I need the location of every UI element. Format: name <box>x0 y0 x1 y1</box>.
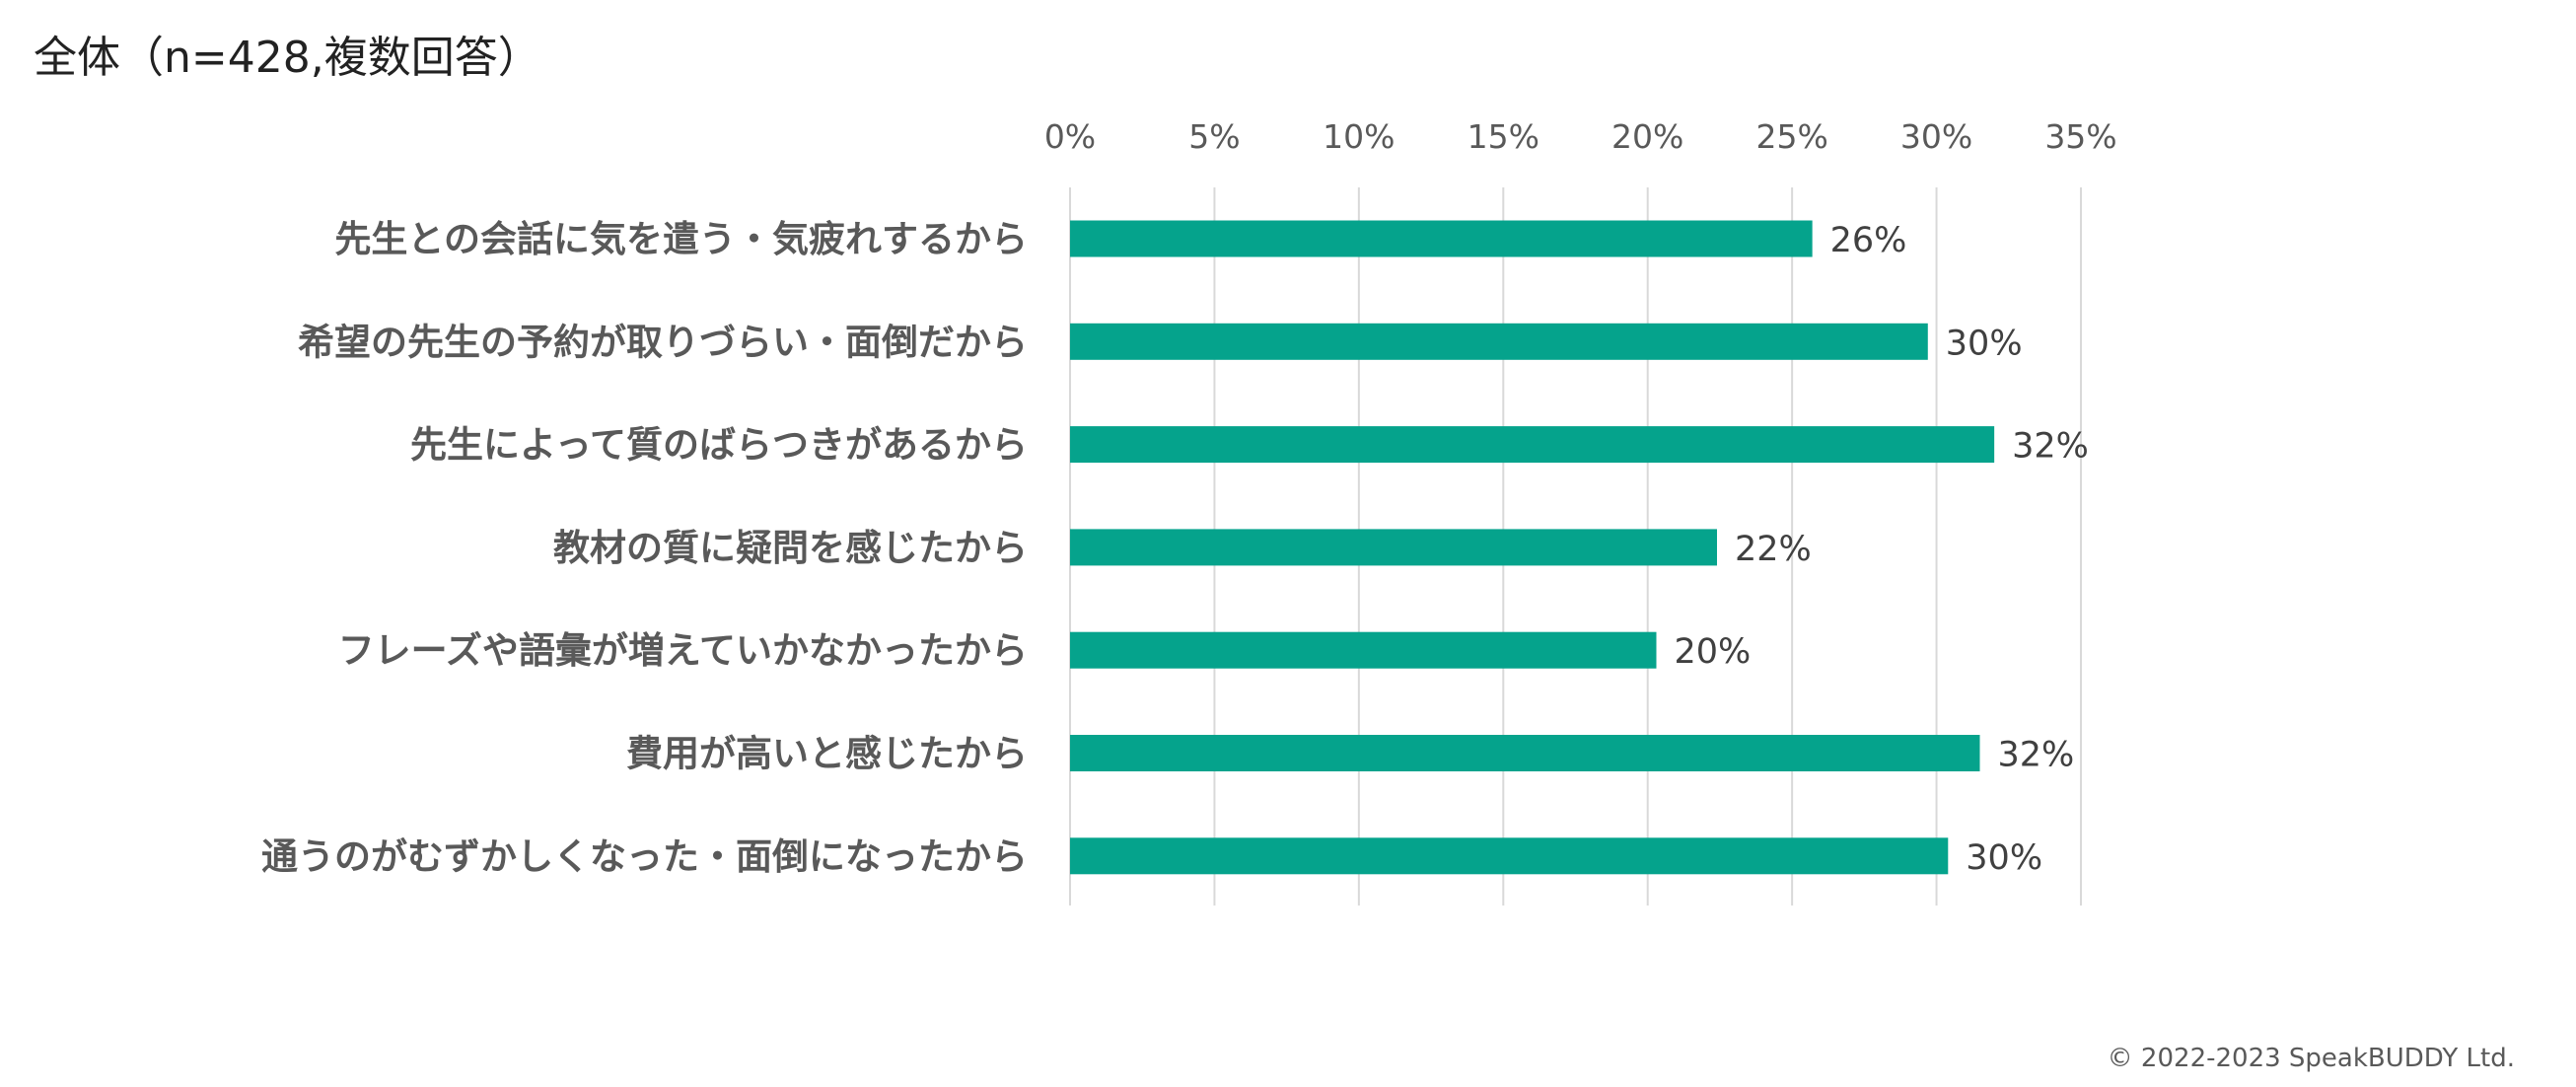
x-tick-label: 10% <box>1323 117 1395 156</box>
data-label: 30% <box>1946 324 2023 363</box>
bar <box>1070 837 1949 875</box>
bar <box>1070 220 1813 257</box>
x-tick-label: 5% <box>1188 117 1240 156</box>
bar <box>1070 426 1995 464</box>
copyright-text: © 2022-2023 SpeakBUDDY Ltd. <box>2107 1044 2515 1073</box>
category-label: 費用が高いと感じたから <box>626 733 1028 775</box>
x-tick-label: 30% <box>1900 117 1972 156</box>
category-label: 通うのがむずかしくなった・面倒になったから <box>261 835 1028 878</box>
data-label: 22% <box>1735 530 1812 569</box>
x-tick-label: 25% <box>1755 117 1827 156</box>
data-label: 26% <box>1830 221 1907 260</box>
bar <box>1070 529 1717 566</box>
bar <box>1070 631 1657 669</box>
x-tick-label: 0% <box>1044 117 1096 156</box>
data-label: 20% <box>1675 632 1752 672</box>
bar <box>1070 735 1980 771</box>
data-label: 30% <box>1966 838 2042 878</box>
category-label: 先生との会話に気を遣う・気疲れするから <box>334 218 1028 260</box>
chart-title: 全体（n=428,複数回答） <box>34 33 541 83</box>
data-label: 32% <box>1998 736 2075 775</box>
bar <box>1070 323 1928 360</box>
category-label: 先生によって質のばらつきがあるから <box>410 424 1028 467</box>
x-tick-label: 35% <box>2044 117 2116 156</box>
x-tick-label: 20% <box>1611 117 1683 156</box>
category-label: フレーズや語彙が増えていかなかったから <box>338 629 1028 672</box>
category-label: 希望の先生の予約が取りづらい・面倒だから <box>298 321 1028 363</box>
data-label: 32% <box>2012 427 2089 467</box>
category-label: 教材の質に疑問を感じたから <box>553 527 1028 569</box>
x-tick-label: 15% <box>1467 117 1539 156</box>
